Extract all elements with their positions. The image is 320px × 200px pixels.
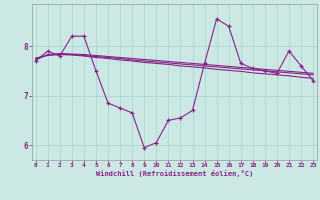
- X-axis label: Windchill (Refroidissement éolien,°C): Windchill (Refroidissement éolien,°C): [96, 170, 253, 177]
